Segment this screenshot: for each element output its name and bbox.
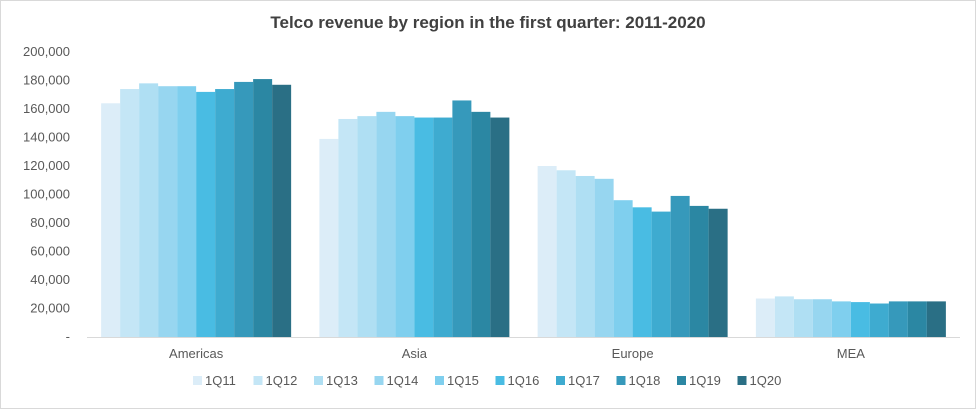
bar	[414, 117, 434, 337]
bar	[139, 83, 159, 337]
x-category-label: Asia	[402, 346, 428, 361]
bar	[215, 89, 235, 337]
bar	[376, 111, 396, 337]
bar	[755, 298, 775, 337]
legend-swatch	[314, 376, 323, 385]
y-tick-label: 160,000	[23, 101, 70, 116]
chart-title: Telco revenue by region in the first qua…	[270, 13, 705, 32]
legend-swatch	[193, 376, 202, 385]
bar	[177, 86, 197, 337]
y-tick-label: 120,000	[23, 158, 70, 173]
y-tick-label: 60,000	[30, 244, 70, 259]
bar	[613, 200, 633, 337]
y-tick-label: 200,000	[23, 44, 70, 59]
legend-label: 1Q20	[750, 373, 782, 388]
bar	[812, 299, 832, 337]
bar	[575, 175, 595, 337]
x-axis: Americas Asia Europe MEA	[169, 346, 865, 361]
bar	[831, 301, 851, 338]
bar	[471, 111, 491, 337]
bar	[556, 170, 576, 337]
legend-label: 1Q18	[629, 373, 661, 388]
bar	[357, 116, 377, 338]
legend-swatch	[556, 376, 565, 385]
legend-swatch	[374, 376, 384, 385]
legend-swatch	[495, 376, 505, 385]
bar	[272, 84, 292, 337]
bar	[490, 117, 510, 337]
bars-group	[101, 79, 946, 338]
legend-label: 1Q11	[205, 373, 236, 388]
legend-label: 1Q17	[568, 373, 600, 388]
y-tick-label: -	[66, 329, 70, 344]
legend-swatch	[435, 376, 444, 385]
bar	[708, 208, 728, 337]
bar	[537, 166, 557, 337]
bar	[651, 211, 671, 337]
y-tick-label: 20,000	[30, 301, 70, 316]
x-category-label: Americas	[169, 346, 224, 361]
bar	[869, 303, 889, 337]
bar	[196, 91, 216, 338]
bar	[234, 81, 254, 337]
y-tick-label: 40,000	[30, 272, 70, 287]
legend-swatch	[737, 376, 747, 385]
bar	[158, 86, 178, 337]
bar	[907, 301, 927, 338]
bar	[793, 299, 813, 337]
legend: 1Q11 1Q12 1Q13 1Q14 1Q15 1Q16 1Q17 1Q18 1Q19 1Q20	[193, 373, 781, 388]
x-category-label: Europe	[612, 346, 654, 361]
bar	[926, 301, 946, 338]
bar	[101, 103, 121, 337]
legend-label: 1Q15	[447, 373, 479, 388]
bar	[395, 116, 415, 338]
y-tick-label: 140,000	[23, 130, 70, 145]
legend-swatch	[616, 376, 626, 385]
bar	[433, 117, 453, 337]
bar	[689, 205, 709, 337]
legend-swatch	[253, 376, 263, 385]
bar	[888, 301, 908, 338]
bar	[632, 207, 652, 337]
y-axis: - 20,000 40,000 60,000 80,000 100,000 120,000 1…	[23, 44, 70, 344]
bar	[850, 302, 870, 337]
bar	[670, 195, 690, 337]
y-tick-label: 80,000	[30, 215, 70, 230]
legend-label: 1Q19	[689, 373, 721, 388]
legend-label: 1Q13	[326, 373, 358, 388]
legend-label: 1Q16	[508, 373, 540, 388]
bar	[120, 89, 140, 337]
bar	[452, 100, 472, 337]
bar	[253, 79, 273, 337]
x-category-label: MEA	[837, 346, 866, 361]
bar	[594, 178, 614, 337]
legend-label: 1Q12	[266, 373, 298, 388]
bar	[338, 118, 358, 337]
legend-swatch	[677, 376, 686, 385]
bar	[319, 138, 339, 337]
bar	[774, 296, 794, 337]
y-tick-label: 180,000	[23, 73, 70, 88]
y-tick-label: 100,000	[23, 187, 70, 202]
legend-label: 1Q14	[387, 373, 419, 388]
